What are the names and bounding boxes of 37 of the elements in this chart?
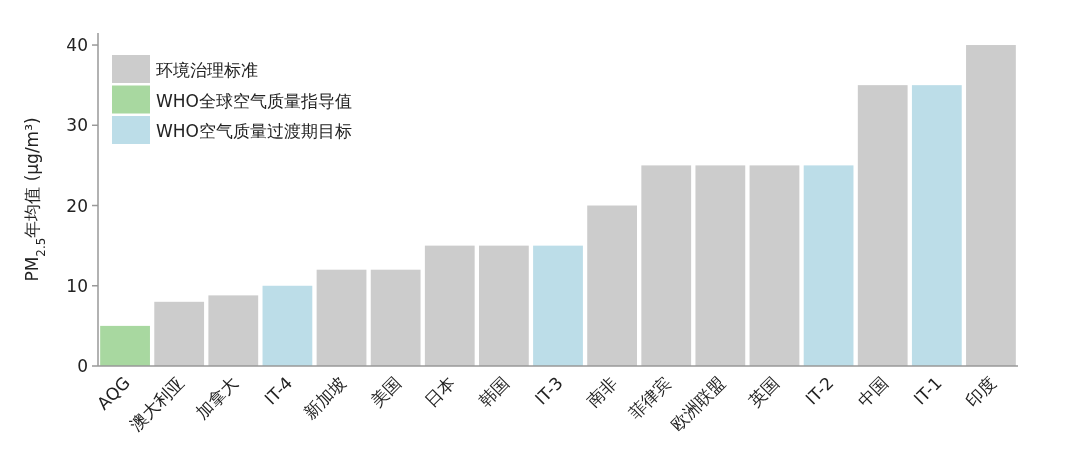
bar: [749, 165, 800, 366]
y-tick-label: 20: [66, 195, 88, 216]
x-tick-label: IT-3: [530, 372, 567, 409]
x-tick-label: IT-1: [909, 372, 946, 409]
x-tick-label: 印度: [961, 372, 1000, 411]
bar: [695, 165, 746, 366]
y-tick-label: 10: [66, 275, 88, 296]
bar: [424, 245, 475, 366]
legend-label: WHO空气质量过渡期目标: [156, 121, 352, 141]
y-tick-label: 30: [66, 115, 88, 136]
bar: [587, 205, 638, 366]
y-tick-label: 40: [66, 35, 88, 56]
legend-label: WHO全球空气质量指导值: [156, 90, 352, 111]
x-tick-label: 美国: [366, 372, 405, 411]
bar: [208, 295, 259, 366]
bar: [641, 165, 692, 366]
bar: [370, 269, 421, 366]
x-tick-label: IT-4: [260, 372, 297, 409]
x-tick-label: 韩国: [474, 372, 513, 411]
x-tick-label: IT-2: [801, 372, 838, 409]
bar: [533, 245, 583, 366]
bar: [262, 285, 313, 366]
bar: [316, 269, 367, 366]
bar: [478, 245, 529, 366]
x-tick-label: 日本: [420, 372, 459, 411]
y-tick-label: 0: [77, 356, 88, 376]
x-tick-label: 加拿大: [191, 372, 243, 423]
x-tick-label: 南非: [582, 372, 621, 411]
bar: [154, 301, 205, 366]
bar: [966, 45, 1016, 366]
bar: [857, 85, 908, 366]
x-tick-label: 新加坡: [300, 372, 351, 423]
legend-label: 环境治理标准: [156, 60, 258, 80]
bar: [911, 85, 962, 366]
x-tick-label: 英国: [745, 372, 784, 411]
x-tick-label: 中国: [853, 372, 892, 411]
bar: [803, 165, 854, 366]
